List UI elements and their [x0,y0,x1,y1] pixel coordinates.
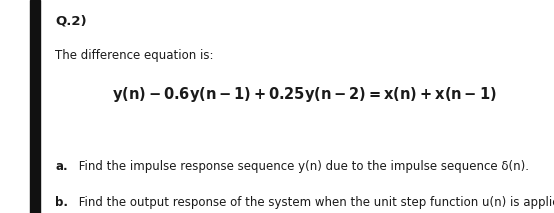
Text: Find the impulse response sequence y(n) due to the impulse sequence δ(n).: Find the impulse response sequence y(n) … [75,160,529,173]
Text: a.: a. [55,160,68,173]
Text: b.: b. [55,196,68,209]
Text: Q.2): Q.2) [55,15,87,28]
Text: Find the output response of the system when the unit step function u(n) is appli: Find the output response of the system w… [75,196,554,209]
Text: $\mathbf{y(n) - 0.6y(n-1) + 0.25y(n-2) = x(n) + x(n-1)}$: $\mathbf{y(n) - 0.6y(n-1) + 0.25y(n-2) =… [112,85,497,104]
Text: The difference equation is:: The difference equation is: [55,49,214,62]
Bar [30,0,40,213]
